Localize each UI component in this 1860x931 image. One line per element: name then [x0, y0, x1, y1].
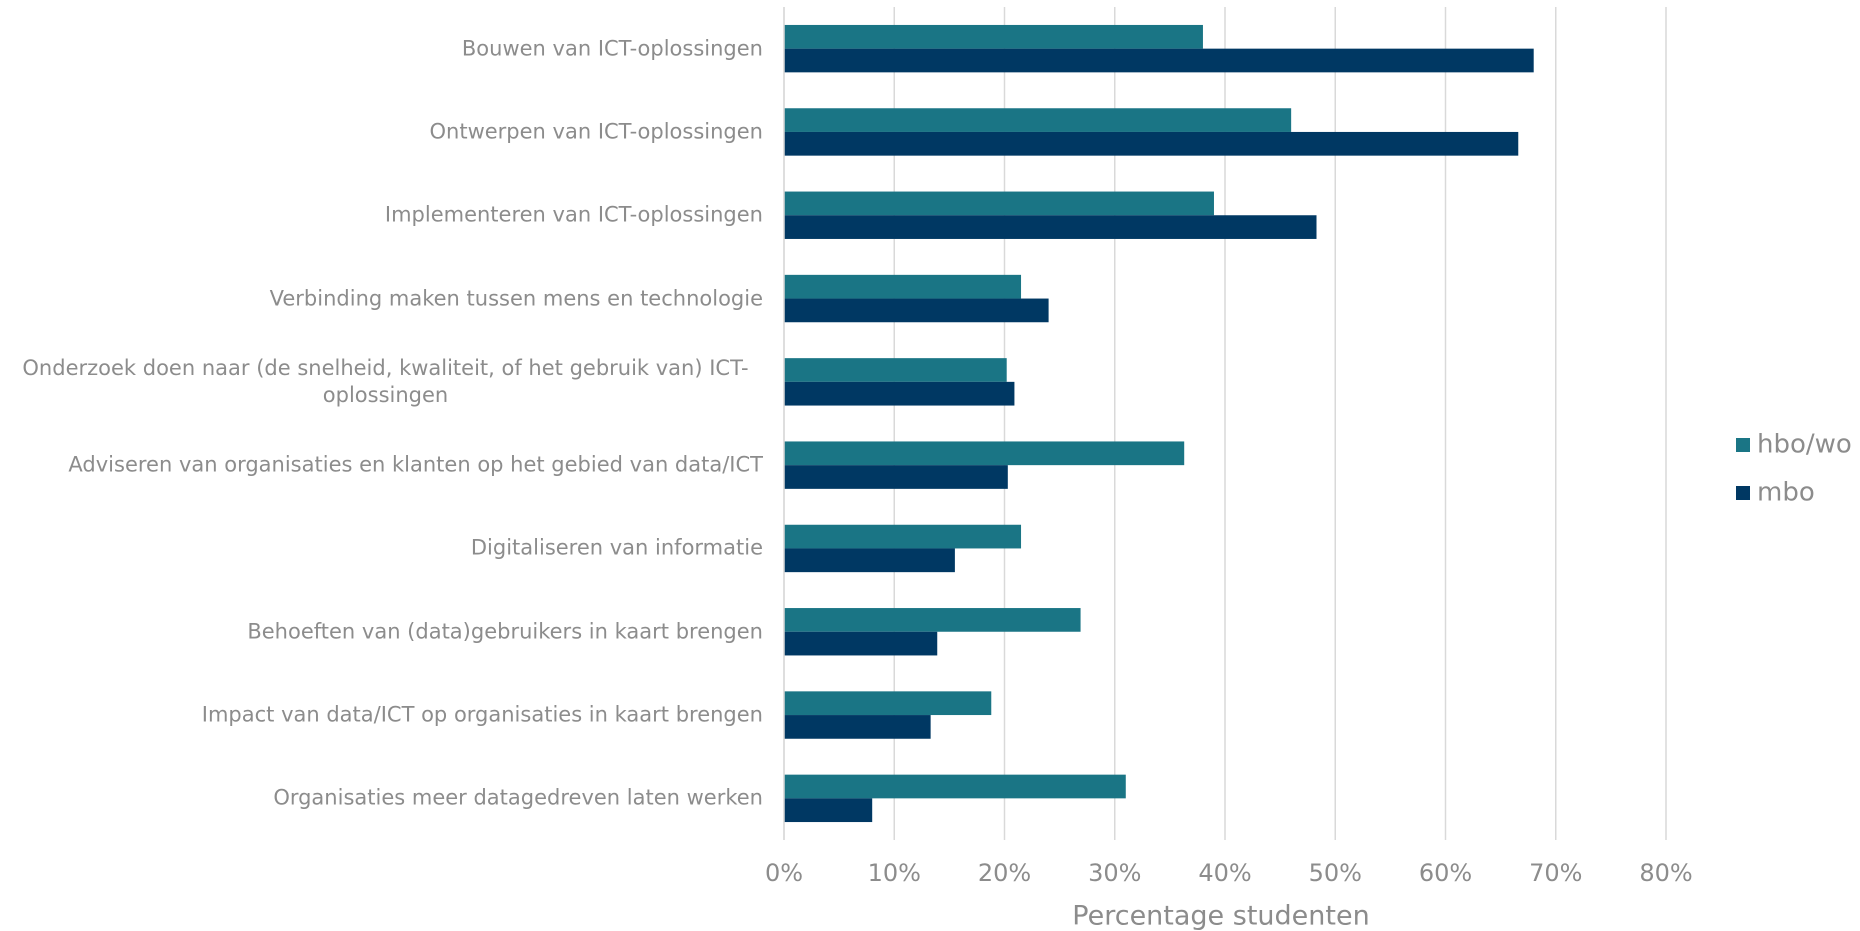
bar — [784, 358, 1007, 382]
x-tick-label: 40% — [1198, 859, 1251, 887]
category-label: Ontwerpen van ICT-oplossingen — [429, 119, 764, 144]
x-tick-label: 50% — [1309, 859, 1362, 887]
legend-label: mbo — [1757, 478, 1815, 508]
bar — [784, 631, 938, 656]
category-label: Implementeren van ICT-oplossingen — [384, 202, 763, 227]
x-tick-label: 10% — [868, 859, 921, 887]
bar — [784, 381, 1015, 406]
bar — [784, 715, 931, 739]
bar — [784, 608, 1081, 632]
x-tick-label: 0% — [765, 859, 803, 887]
category-label: Verbinding maken tussen mens en technolo… — [269, 286, 763, 311]
category-label: Adviseren van organisaties en klanten op… — [68, 452, 763, 477]
bar — [784, 131, 1519, 156]
x-tick-label: 70% — [1529, 859, 1582, 887]
category-label: Onderzoek doen naar (de snelheid, kwalit… — [22, 355, 749, 407]
category-label: Digitaliseren van informatie — [470, 535, 763, 560]
bar — [784, 691, 992, 716]
bar — [784, 298, 1049, 323]
bar — [784, 48, 1534, 73]
x-tick-label: 80% — [1639, 859, 1692, 887]
category-label: Bouwen van ICT-oplossingen — [461, 36, 763, 61]
bar — [784, 798, 873, 823]
bar — [784, 191, 1214, 216]
bar — [784, 774, 1126, 799]
bar — [784, 108, 1292, 132]
x-tick-label: 30% — [1088, 859, 1141, 887]
legend-label: hbo/wo — [1757, 430, 1852, 460]
bar — [784, 524, 1022, 549]
category-label: Organisaties meer datagedreven laten wer… — [273, 785, 763, 810]
x-axis-title: Percentage studenten — [1072, 901, 1369, 931]
x-tick-label: 60% — [1419, 859, 1472, 887]
bar — [784, 548, 955, 573]
bar — [784, 215, 1317, 239]
legend-swatch — [1736, 486, 1750, 500]
x-tick-label: 20% — [978, 859, 1031, 887]
category-label: Impact van data/ICT op organisaties in k… — [201, 702, 763, 727]
bar — [784, 274, 1022, 299]
bar — [784, 24, 1203, 49]
bar — [784, 441, 1185, 466]
category-label: Behoeften van (data)gebruikers in kaart … — [247, 619, 763, 644]
legend-swatch — [1736, 438, 1750, 452]
bar — [784, 465, 1008, 489]
